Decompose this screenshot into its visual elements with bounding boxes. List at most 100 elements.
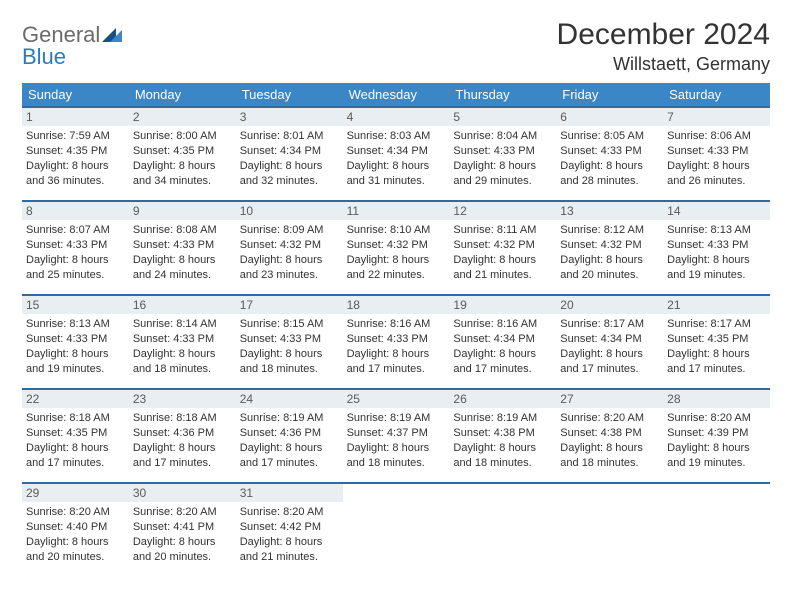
sunset-text: Sunset: 4:33 PM bbox=[240, 332, 339, 347]
month-title: December 2024 bbox=[557, 18, 770, 52]
sunset-text: Sunset: 4:38 PM bbox=[560, 426, 659, 441]
sunset-text: Sunset: 4:33 PM bbox=[133, 238, 232, 253]
daylight-text: Daylight: 8 hours bbox=[560, 253, 659, 268]
day-number: 1 bbox=[22, 108, 129, 126]
sunset-text: Sunset: 4:33 PM bbox=[133, 332, 232, 347]
day-cell: 26Sunrise: 8:19 AMSunset: 4:38 PMDayligh… bbox=[449, 390, 556, 482]
day-number: 14 bbox=[663, 202, 770, 220]
daylight-text: Daylight: 8 hours bbox=[347, 253, 446, 268]
daylight-text: Daylight: 8 hours bbox=[26, 441, 125, 456]
sunset-text: Sunset: 4:37 PM bbox=[347, 426, 446, 441]
daylight-text: and 32 minutes. bbox=[240, 174, 339, 189]
day-number: 26 bbox=[449, 390, 556, 408]
day-number: 13 bbox=[556, 202, 663, 220]
day-cell: 31Sunrise: 8:20 AMSunset: 4:42 PMDayligh… bbox=[236, 484, 343, 576]
day-number: 28 bbox=[663, 390, 770, 408]
week-row: 1Sunrise: 7:59 AMSunset: 4:35 PMDaylight… bbox=[22, 106, 770, 200]
sunrise-text: Sunrise: 8:20 AM bbox=[133, 505, 232, 520]
daylight-text: and 19 minutes. bbox=[667, 456, 766, 471]
day-cell: 29Sunrise: 8:20 AMSunset: 4:40 PMDayligh… bbox=[22, 484, 129, 576]
daylight-text: Daylight: 8 hours bbox=[347, 347, 446, 362]
daylight-text: and 18 minutes. bbox=[133, 362, 232, 377]
daylight-text: Daylight: 8 hours bbox=[240, 535, 339, 550]
day-cell bbox=[663, 484, 770, 576]
daylight-text: and 17 minutes. bbox=[133, 456, 232, 471]
day-cell bbox=[343, 484, 450, 576]
sunset-text: Sunset: 4:33 PM bbox=[667, 144, 766, 159]
day-number: 11 bbox=[343, 202, 450, 220]
daylight-text: Daylight: 8 hours bbox=[240, 159, 339, 174]
daylight-text: Daylight: 8 hours bbox=[26, 535, 125, 550]
sunrise-text: Sunrise: 8:05 AM bbox=[560, 129, 659, 144]
day-cell: 18Sunrise: 8:16 AMSunset: 4:33 PMDayligh… bbox=[343, 296, 450, 388]
sunrise-text: Sunrise: 8:19 AM bbox=[240, 411, 339, 426]
day-cell: 24Sunrise: 8:19 AMSunset: 4:36 PMDayligh… bbox=[236, 390, 343, 482]
sunset-text: Sunset: 4:35 PM bbox=[133, 144, 232, 159]
daylight-text: Daylight: 8 hours bbox=[667, 159, 766, 174]
calendar-grid: Sunday Monday Tuesday Wednesday Thursday… bbox=[22, 83, 770, 576]
sunrise-text: Sunrise: 8:03 AM bbox=[347, 129, 446, 144]
sunrise-text: Sunrise: 8:00 AM bbox=[133, 129, 232, 144]
sunset-text: Sunset: 4:33 PM bbox=[667, 238, 766, 253]
sunrise-text: Sunrise: 8:18 AM bbox=[26, 411, 125, 426]
day-cell: 7Sunrise: 8:06 AMSunset: 4:33 PMDaylight… bbox=[663, 108, 770, 200]
title-block: December 2024 Willstaett, Germany bbox=[557, 18, 770, 75]
sunrise-text: Sunrise: 8:04 AM bbox=[453, 129, 552, 144]
day-cell: 20Sunrise: 8:17 AMSunset: 4:34 PMDayligh… bbox=[556, 296, 663, 388]
sunset-text: Sunset: 4:34 PM bbox=[347, 144, 446, 159]
day-cell: 4Sunrise: 8:03 AMSunset: 4:34 PMDaylight… bbox=[343, 108, 450, 200]
day-header-row: Sunday Monday Tuesday Wednesday Thursday… bbox=[22, 83, 770, 106]
day-header: Tuesday bbox=[236, 83, 343, 106]
sunset-text: Sunset: 4:33 PM bbox=[26, 332, 125, 347]
location-label: Willstaett, Germany bbox=[557, 54, 770, 75]
daylight-text: and 21 minutes. bbox=[240, 550, 339, 565]
day-cell: 28Sunrise: 8:20 AMSunset: 4:39 PMDayligh… bbox=[663, 390, 770, 482]
day-number: 6 bbox=[556, 108, 663, 126]
day-cell: 11Sunrise: 8:10 AMSunset: 4:32 PMDayligh… bbox=[343, 202, 450, 294]
sunrise-text: Sunrise: 8:20 AM bbox=[240, 505, 339, 520]
sunrise-text: Sunrise: 8:16 AM bbox=[347, 317, 446, 332]
day-cell: 15Sunrise: 8:13 AMSunset: 4:33 PMDayligh… bbox=[22, 296, 129, 388]
day-number: 25 bbox=[343, 390, 450, 408]
day-header: Saturday bbox=[663, 83, 770, 106]
day-number: 27 bbox=[556, 390, 663, 408]
day-number: 3 bbox=[236, 108, 343, 126]
day-header: Sunday bbox=[22, 83, 129, 106]
day-number: 4 bbox=[343, 108, 450, 126]
day-cell: 1Sunrise: 7:59 AMSunset: 4:35 PMDaylight… bbox=[22, 108, 129, 200]
sunset-text: Sunset: 4:41 PM bbox=[133, 520, 232, 535]
day-number: 2 bbox=[129, 108, 236, 126]
daylight-text: and 23 minutes. bbox=[240, 268, 339, 283]
day-number: 21 bbox=[663, 296, 770, 314]
day-cell: 14Sunrise: 8:13 AMSunset: 4:33 PMDayligh… bbox=[663, 202, 770, 294]
day-cell: 6Sunrise: 8:05 AMSunset: 4:33 PMDaylight… bbox=[556, 108, 663, 200]
day-header: Thursday bbox=[449, 83, 556, 106]
sunset-text: Sunset: 4:32 PM bbox=[240, 238, 339, 253]
day-cell: 21Sunrise: 8:17 AMSunset: 4:35 PMDayligh… bbox=[663, 296, 770, 388]
sunrise-text: Sunrise: 8:14 AM bbox=[133, 317, 232, 332]
daylight-text: Daylight: 8 hours bbox=[453, 441, 552, 456]
week-row: 29Sunrise: 8:20 AMSunset: 4:40 PMDayligh… bbox=[22, 482, 770, 576]
sunrise-text: Sunrise: 8:13 AM bbox=[26, 317, 125, 332]
daylight-text: Daylight: 8 hours bbox=[667, 253, 766, 268]
sunset-text: Sunset: 4:34 PM bbox=[560, 332, 659, 347]
daylight-text: and 19 minutes. bbox=[26, 362, 125, 377]
sunrise-text: Sunrise: 8:20 AM bbox=[26, 505, 125, 520]
daylight-text: and 18 minutes. bbox=[347, 456, 446, 471]
day-cell: 27Sunrise: 8:20 AMSunset: 4:38 PMDayligh… bbox=[556, 390, 663, 482]
sunrise-text: Sunrise: 8:18 AM bbox=[133, 411, 232, 426]
sunrise-text: Sunrise: 8:17 AM bbox=[560, 317, 659, 332]
day-number: 7 bbox=[663, 108, 770, 126]
day-number: 18 bbox=[343, 296, 450, 314]
day-number: 29 bbox=[22, 484, 129, 502]
day-number: 20 bbox=[556, 296, 663, 314]
day-cell bbox=[449, 484, 556, 576]
day-cell: 22Sunrise: 8:18 AMSunset: 4:35 PMDayligh… bbox=[22, 390, 129, 482]
daylight-text: and 19 minutes. bbox=[667, 268, 766, 283]
sunrise-text: Sunrise: 8:07 AM bbox=[26, 223, 125, 238]
week-row: 22Sunrise: 8:18 AMSunset: 4:35 PMDayligh… bbox=[22, 388, 770, 482]
daylight-text: Daylight: 8 hours bbox=[240, 253, 339, 268]
daylight-text: Daylight: 8 hours bbox=[26, 159, 125, 174]
daylight-text: and 17 minutes. bbox=[560, 362, 659, 377]
daylight-text: and 34 minutes. bbox=[133, 174, 232, 189]
